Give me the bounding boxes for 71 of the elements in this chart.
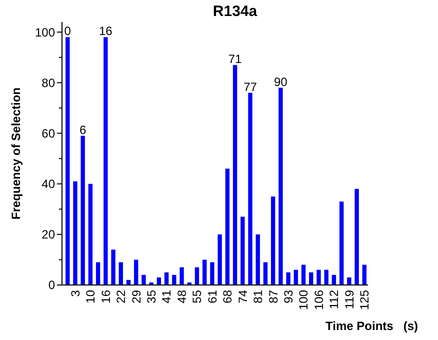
bar <box>210 262 214 285</box>
bar <box>172 274 176 285</box>
y-tick-label: 20 <box>42 228 56 242</box>
y-axis-title: Frequency of Selection <box>9 87 23 220</box>
bar <box>202 260 207 285</box>
bar <box>294 270 298 285</box>
x-tick-label: 74 <box>236 290 250 304</box>
bar <box>256 234 260 285</box>
annotation: 71 <box>228 52 242 66</box>
bar <box>96 262 100 285</box>
y-tick-label: 40 <box>42 177 56 192</box>
x-tick-label: 29 <box>129 290 144 304</box>
bar <box>324 270 328 285</box>
chart-title: R134a <box>212 3 258 20</box>
bar <box>194 267 200 285</box>
x-tick-label: 106 <box>312 290 326 310</box>
annotation: 0 <box>64 24 72 38</box>
x-tick-label: 68 <box>220 290 235 304</box>
bar <box>232 64 238 285</box>
bar <box>66 37 70 285</box>
y-tick-label: 100 <box>34 25 56 40</box>
x-tick-label: 3 <box>68 290 82 297</box>
bar <box>134 260 138 285</box>
x-tick-label: 41 <box>160 290 174 304</box>
bar <box>301 264 306 285</box>
annotation: 16 <box>98 24 113 38</box>
x-tick-label: 93 <box>281 290 296 304</box>
bar <box>339 202 344 285</box>
x-tick-label: 81 <box>251 290 266 304</box>
bar <box>286 272 290 285</box>
y-tick-label: 80 <box>42 76 56 90</box>
bar <box>111 250 116 285</box>
bar <box>104 37 108 285</box>
bar <box>263 262 268 285</box>
bar <box>270 196 276 285</box>
bar <box>362 264 366 285</box>
bar <box>316 270 321 285</box>
bar <box>309 272 314 285</box>
bar <box>218 234 222 285</box>
bar <box>278 88 283 285</box>
annotation: 90 <box>274 74 288 89</box>
bar <box>354 188 359 285</box>
x-tick-label: 55 <box>190 290 204 304</box>
bar <box>164 272 169 285</box>
x-tick-label: 125 <box>358 290 372 310</box>
annotation: 77 <box>244 80 258 94</box>
bar <box>248 92 252 285</box>
bar <box>332 274 336 285</box>
x-tick-label: 35 <box>144 290 159 304</box>
bar <box>80 136 85 285</box>
x-tick-label: 22 <box>114 290 128 304</box>
x-tick-label: 112 <box>327 290 342 310</box>
bar <box>225 168 230 285</box>
bar <box>240 216 245 285</box>
x-tick-label: 100 <box>296 290 311 310</box>
x-axis-title: Time Points (s) <box>326 319 418 333</box>
bar <box>118 262 123 285</box>
bar <box>88 184 93 285</box>
y-tick-label: 60 <box>42 126 56 140</box>
x-tick-label: 119 <box>342 290 356 310</box>
bar <box>142 274 146 285</box>
x-tick-label: 87 <box>266 290 280 304</box>
bar <box>347 277 352 285</box>
x-tick-label: 48 <box>174 290 189 304</box>
y-tick-label: 0 <box>48 278 56 292</box>
x-tick-label: 16 <box>98 290 113 304</box>
bar <box>73 181 78 285</box>
x-tick-label: 10 <box>84 290 98 304</box>
annotation: 6 <box>79 122 86 137</box>
bar <box>180 267 184 285</box>
x-tick-label: 61 <box>205 290 220 304</box>
